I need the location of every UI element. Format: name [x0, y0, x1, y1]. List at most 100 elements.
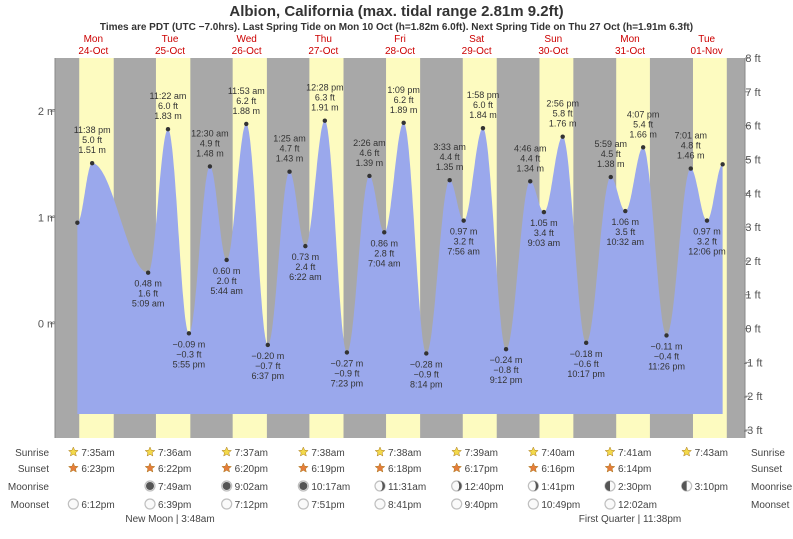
moonrise-icon — [375, 481, 385, 491]
tide-label: −0.4 ft — [654, 351, 680, 361]
sunset-time: 6:22pm — [158, 464, 191, 475]
tide-label: 4.4 ft — [520, 153, 541, 163]
tide-label: 1.51 m — [78, 145, 106, 155]
sunrise-time: 7:35am — [81, 448, 114, 459]
tide-label: 1.38 m — [597, 159, 625, 169]
ytick-ft-label: 0 ft — [745, 324, 760, 336]
day-date: 26-Oct — [232, 46, 262, 57]
moonrise-icon — [298, 481, 308, 491]
tide-label: 0.97 m — [693, 227, 721, 237]
moonset-time: 7:12pm — [235, 500, 268, 511]
tide-label: 6.0 ft — [473, 100, 494, 110]
tide-label: −0.6 ft — [574, 359, 600, 369]
day-dow: Fri — [394, 34, 406, 45]
tide-label: 1.88 m — [233, 106, 261, 116]
tide-point — [542, 210, 546, 214]
ytick-ft-label: -3 ft — [744, 425, 763, 437]
sunset-time: 6:18pm — [388, 464, 421, 475]
sunrise-time: 7:39am — [465, 448, 498, 459]
row-label-left: Moonset — [11, 500, 50, 511]
tide-label: 6.0 ft — [158, 101, 179, 111]
tide-label: 11:22 am — [150, 91, 187, 101]
day-dow: Mon — [620, 34, 639, 45]
tide-label: −0.18 m — [570, 349, 603, 359]
ytick-ft-label: -2 ft — [744, 391, 763, 403]
sunrise-icon — [605, 447, 615, 456]
day-date: 29-Oct — [462, 46, 492, 57]
day-date: 31-Oct — [615, 46, 645, 57]
tide-label: 2:56 pm — [546, 99, 579, 109]
moon-phase: First Quarter | 11:38pm — [579, 514, 681, 525]
tide-label: 2.4 ft — [295, 262, 316, 272]
tide-label: 5.4 ft — [633, 119, 654, 129]
sunrise-icon — [452, 447, 462, 456]
tide-point — [345, 350, 349, 354]
tide-label: 3:33 am — [433, 142, 466, 152]
tide-point — [705, 218, 709, 222]
tide-point — [166, 127, 170, 131]
tide-label: −0.9 ft — [334, 368, 360, 378]
tide-label: −0.27 m — [331, 358, 364, 368]
day-dow: Sun — [544, 34, 562, 45]
day-date: 30-Oct — [538, 46, 568, 57]
tide-label: 5:44 am — [210, 286, 243, 296]
tide-label: 1.43 m — [276, 154, 304, 164]
sunrise-time: 7:40am — [541, 448, 574, 459]
ytick-m-label: 2 m — [38, 106, 56, 118]
moonset-icon — [605, 499, 615, 509]
day-date: 24-Oct — [78, 46, 108, 57]
tide-label: 1.35 m — [436, 162, 464, 172]
tide-label: 2.8 ft — [374, 248, 395, 258]
sunset-time: 6:14pm — [618, 464, 651, 475]
moonrise-icon — [682, 481, 692, 491]
moonset-icon — [145, 499, 155, 509]
tide-label: 4:07 pm — [627, 109, 660, 119]
moonset-icon — [528, 499, 538, 509]
tide-label: 1:25 am — [273, 134, 306, 144]
tide-label: 1:58 pm — [467, 90, 500, 100]
sunset-icon — [145, 463, 155, 472]
tide-point — [401, 121, 405, 125]
ytick-ft-label: 7 ft — [745, 87, 760, 99]
sunset-icon — [299, 463, 309, 472]
chart-subtitle: Times are PDT (UTC −7.0hrs). Last Spring… — [100, 22, 693, 33]
tide-label: 3.2 ft — [697, 237, 718, 247]
day-date: 28-Oct — [385, 46, 415, 57]
tide-label: 1.06 m — [612, 217, 640, 227]
sunrise-icon — [375, 447, 385, 456]
tide-label: 1.76 m — [549, 119, 577, 129]
tide-point — [424, 351, 428, 355]
tide-label: −0.3 ft — [176, 349, 202, 359]
sunset-icon — [605, 463, 615, 472]
moon-phase: New Moon | 3:48am — [125, 514, 214, 525]
tide-point — [187, 331, 191, 335]
sunrise-time: 7:38am — [388, 448, 421, 459]
tide-point — [208, 164, 212, 168]
moonset-time: 6:39pm — [158, 500, 191, 511]
tide-label: 5:55 pm — [173, 359, 206, 369]
tide-label: 4.7 ft — [280, 144, 301, 154]
moonrise-time: 11:31am — [388, 482, 426, 493]
tide-point — [528, 179, 532, 183]
sunrise-time: 7:38am — [311, 448, 344, 459]
tide-label: −0.7 ft — [255, 361, 281, 371]
tide-point — [90, 161, 94, 165]
tide-label: 4.8 ft — [681, 141, 702, 151]
moonrise-icon — [605, 481, 615, 491]
tide-label: 2.0 ft — [217, 276, 238, 286]
tide-label: 12:30 am — [191, 128, 229, 138]
tide-label: 7:01 am — [674, 131, 707, 141]
ytick-ft-label: 6 ft — [745, 121, 760, 133]
moonrise-icon — [452, 481, 462, 491]
tide-label: 0.73 m — [292, 252, 320, 262]
row-label-right: Sunrise — [751, 448, 785, 459]
tide-label: 7:04 am — [368, 258, 401, 268]
tide-label: −0.20 m — [251, 351, 284, 361]
moonrise-time: 9:02am — [235, 482, 268, 493]
sunrise-icon — [299, 447, 309, 456]
tide-label: 1.48 m — [196, 148, 224, 158]
tide-label: 11:38 pm — [74, 125, 111, 135]
sunset-icon — [69, 463, 79, 472]
tide-label: 6.2 ft — [236, 96, 257, 106]
row-label-left: Sunset — [18, 464, 49, 475]
